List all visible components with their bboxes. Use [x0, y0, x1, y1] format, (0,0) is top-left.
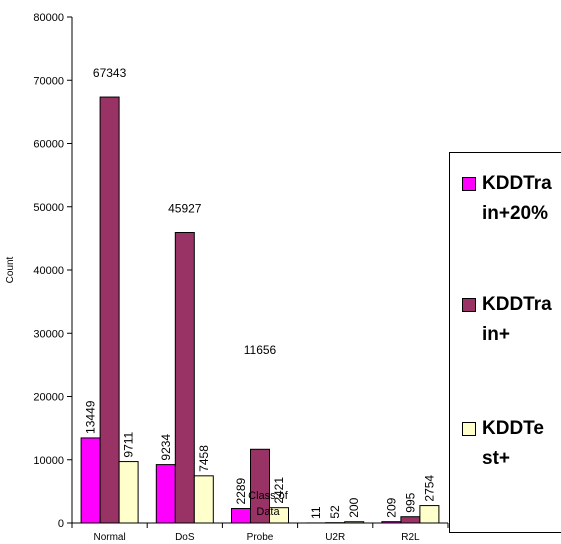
data-label: 995: [403, 492, 417, 512]
data-label: 7458: [197, 445, 211, 472]
data-label: 11: [309, 506, 323, 519]
data-label: 11656: [244, 343, 277, 357]
bar: [174, 232, 195, 524]
y-tick-label: 60000: [33, 139, 64, 151]
data-label: 67343: [93, 66, 127, 80]
x-tick-label: R2L: [401, 532, 420, 543]
legend-label: KDDTrain+: [482, 294, 552, 345]
y-axis-label: Count: [5, 256, 16, 283]
x-tick-label: Normal: [93, 532, 125, 543]
y-tick-label: 0: [58, 518, 64, 530]
y-tick-label: 30000: [33, 328, 64, 340]
data-label: 209: [384, 497, 398, 517]
y-tick-label: 80000: [33, 12, 64, 24]
x-axis-label-line: Data: [256, 506, 280, 518]
data-label: 2754: [422, 475, 436, 502]
bar: [231, 508, 251, 524]
bar: [193, 475, 214, 524]
legend-label: KDDTest+: [482, 418, 544, 469]
data-label: 2289: [234, 478, 248, 505]
bar: [400, 516, 421, 524]
legend-swatch-kddtrain-20: [462, 177, 476, 191]
x-axis-label: Class of Data: [248, 490, 289, 518]
legend-item-kddtrain: KDDTrain+: [458, 290, 561, 350]
data-label: 2421: [272, 477, 286, 504]
bar: [80, 437, 101, 524]
bar: [269, 507, 289, 524]
bar: [344, 521, 365, 524]
legend-swatch-kddtrain: [462, 298, 476, 312]
y-tick-label: 50000: [33, 202, 64, 214]
data-label: 45927: [168, 202, 202, 216]
data-label: 52: [328, 505, 342, 519]
data-label: 9234: [159, 434, 173, 461]
legend-item-kddtrain-20: KDDTrain+20%: [458, 169, 561, 229]
y-tick-label: 10000: [33, 455, 64, 467]
y-tick-label: 70000: [33, 75, 64, 87]
legend: KDDTrain+20% KDDTrain+ KDDTest+: [449, 152, 561, 533]
y-tick-label: 40000: [33, 265, 64, 277]
data-label: 9711: [122, 431, 136, 457]
x-axis-label-line: Class of: [248, 490, 289, 502]
bar: [419, 505, 440, 524]
legend-swatch-kddtest: [462, 422, 476, 436]
x-tick-label: U2R: [325, 532, 345, 543]
data-label: 13449: [84, 400, 98, 434]
bar: [250, 448, 270, 524]
x-tick-label: Probe: [247, 532, 274, 543]
legend-label: KDDTrain+20%: [482, 173, 552, 224]
bar: [118, 461, 139, 524]
bar: [381, 521, 402, 524]
bar: [99, 96, 120, 524]
data-label: 200: [347, 497, 361, 517]
y-tick-label: 20000: [33, 392, 64, 404]
bar: [155, 464, 176, 524]
legend-item-kddtest: KDDTest+: [458, 414, 561, 474]
x-tick-label: DoS: [175, 532, 195, 543]
